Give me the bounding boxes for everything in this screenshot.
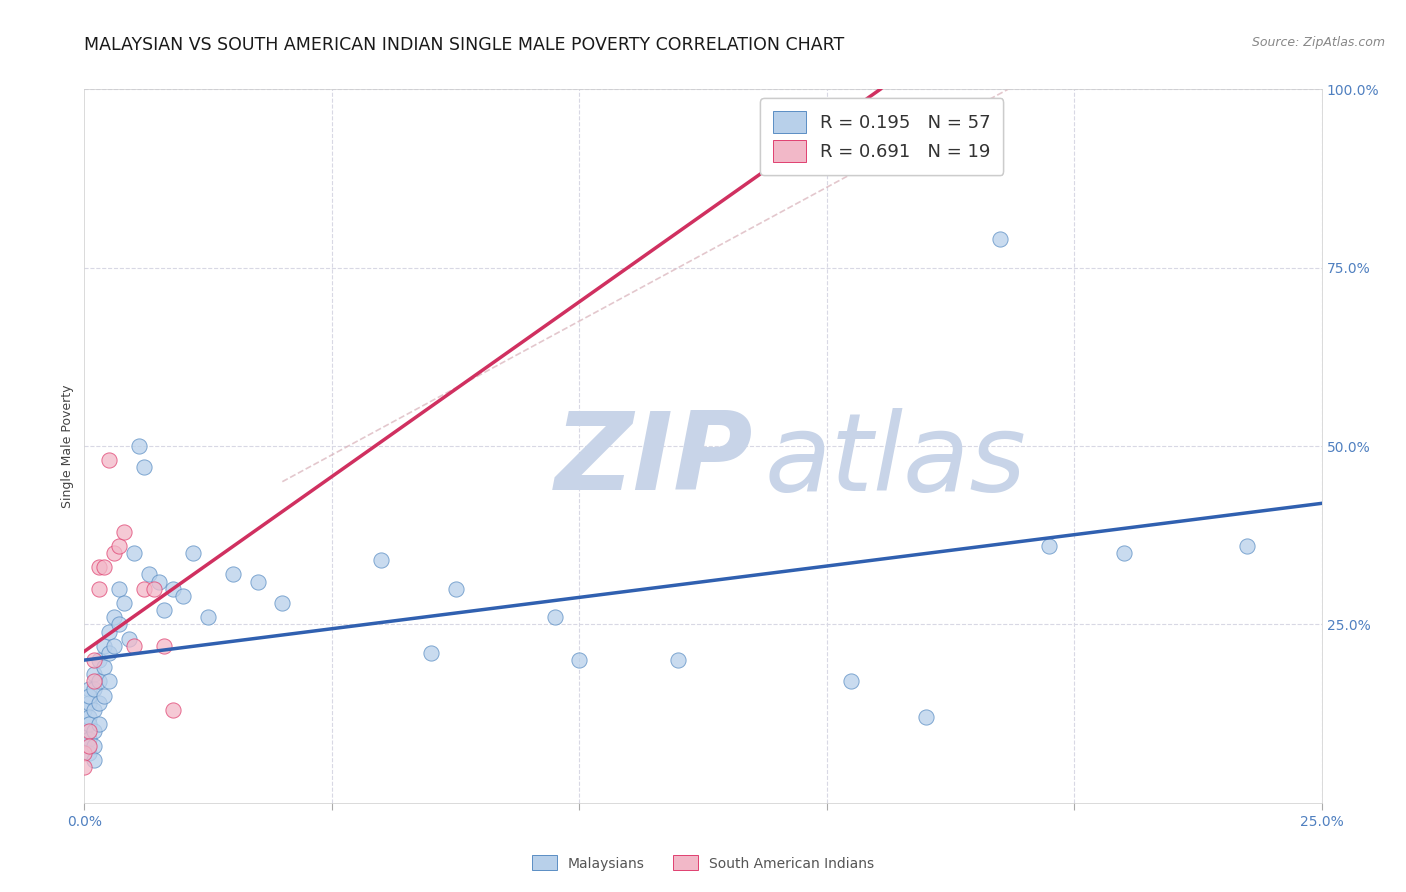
Point bbox=[108, 582, 131, 596]
Point bbox=[1112, 546, 1135, 560]
Point bbox=[79, 739, 101, 753]
Point bbox=[79, 696, 101, 710]
Point bbox=[83, 653, 105, 667]
Point bbox=[246, 574, 269, 589]
Point bbox=[103, 610, 125, 624]
Point bbox=[152, 639, 174, 653]
Point bbox=[666, 653, 689, 667]
Point bbox=[89, 717, 111, 731]
Text: Source: ZipAtlas.com: Source: ZipAtlas.com bbox=[1251, 36, 1385, 49]
Point bbox=[73, 739, 96, 753]
Point bbox=[108, 617, 131, 632]
Point bbox=[543, 610, 565, 624]
Point bbox=[271, 596, 294, 610]
Point bbox=[89, 560, 111, 574]
Point bbox=[73, 746, 96, 760]
Point bbox=[128, 439, 150, 453]
Point bbox=[181, 546, 204, 560]
Point bbox=[444, 582, 467, 596]
Point bbox=[162, 703, 184, 717]
Text: atlas: atlas bbox=[765, 408, 1026, 513]
Point bbox=[83, 724, 105, 739]
Point bbox=[222, 567, 245, 582]
Point bbox=[419, 646, 441, 660]
Point bbox=[112, 524, 135, 539]
Point bbox=[112, 596, 135, 610]
Point bbox=[1038, 539, 1060, 553]
Point bbox=[93, 560, 115, 574]
Point bbox=[103, 639, 125, 653]
Point bbox=[370, 553, 392, 567]
Point bbox=[568, 653, 591, 667]
Point bbox=[152, 603, 174, 617]
Point bbox=[83, 667, 105, 681]
Point bbox=[162, 582, 184, 596]
Point bbox=[83, 753, 105, 767]
Y-axis label: Single Male Poverty: Single Male Poverty bbox=[60, 384, 75, 508]
Point bbox=[98, 453, 121, 467]
Point bbox=[118, 632, 141, 646]
Point bbox=[73, 760, 96, 774]
Legend: R = 0.195   N = 57, R = 0.691   N = 19: R = 0.195 N = 57, R = 0.691 N = 19 bbox=[761, 98, 1004, 175]
Point bbox=[132, 460, 155, 475]
Point bbox=[914, 710, 936, 724]
Point bbox=[79, 717, 101, 731]
Point bbox=[197, 610, 219, 624]
Point bbox=[79, 710, 101, 724]
Point bbox=[93, 660, 115, 674]
Point bbox=[89, 696, 111, 710]
Text: ZIP: ZIP bbox=[554, 408, 752, 513]
Point bbox=[83, 681, 105, 696]
Point bbox=[93, 689, 115, 703]
Point bbox=[122, 639, 145, 653]
Text: MALAYSIAN VS SOUTH AMERICAN INDIAN SINGLE MALE POVERTY CORRELATION CHART: MALAYSIAN VS SOUTH AMERICAN INDIAN SINGL… bbox=[84, 36, 845, 54]
Point bbox=[89, 653, 111, 667]
Point bbox=[98, 646, 121, 660]
Point bbox=[148, 574, 170, 589]
Point bbox=[841, 103, 863, 118]
Point bbox=[79, 681, 101, 696]
Point bbox=[98, 674, 121, 689]
Point bbox=[142, 582, 165, 596]
Point bbox=[108, 539, 131, 553]
Point bbox=[138, 567, 160, 582]
Point bbox=[83, 674, 105, 689]
Point bbox=[83, 703, 105, 717]
Point bbox=[122, 546, 145, 560]
Point bbox=[79, 746, 101, 760]
Point bbox=[132, 582, 155, 596]
Point bbox=[89, 674, 111, 689]
Point bbox=[79, 689, 101, 703]
Point bbox=[73, 724, 96, 739]
Point bbox=[73, 703, 96, 717]
Point bbox=[83, 739, 105, 753]
Point bbox=[89, 582, 111, 596]
Point bbox=[988, 232, 1011, 246]
Point bbox=[79, 731, 101, 746]
Point bbox=[93, 639, 115, 653]
Point bbox=[172, 589, 194, 603]
Legend: Malaysians, South American Indians: Malaysians, South American Indians bbox=[526, 850, 880, 876]
Point bbox=[98, 624, 121, 639]
Point bbox=[841, 674, 863, 689]
Point bbox=[79, 724, 101, 739]
Point bbox=[1236, 539, 1258, 553]
Point bbox=[103, 546, 125, 560]
